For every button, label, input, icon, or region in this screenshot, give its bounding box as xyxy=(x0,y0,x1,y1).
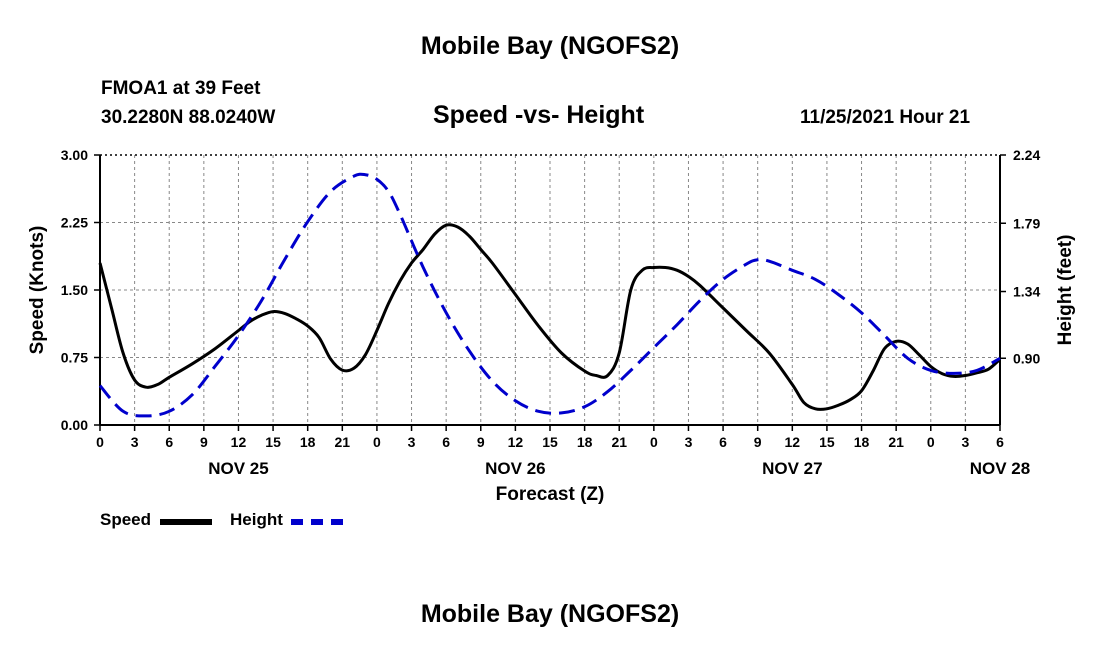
y2-tick-label: 2.24 xyxy=(1013,147,1040,163)
series-line-speed xyxy=(98,223,1001,411)
coordinates-label: 30.2280N 88.0240W xyxy=(101,107,276,128)
x-tick-label: 21 xyxy=(611,434,627,450)
y2-axis-title: Height (feet) xyxy=(1055,235,1076,346)
y-tick-label: 0.00 xyxy=(61,417,88,433)
y2-tick-label: 1.79 xyxy=(1013,215,1040,231)
chart-subtitle: Speed -vs- Height xyxy=(433,101,645,129)
x-tick-label: 9 xyxy=(754,434,762,450)
x-tick-label: 3 xyxy=(131,434,139,450)
x-tick-label: 15 xyxy=(542,434,558,450)
x-tick-label: 3 xyxy=(408,434,416,450)
station-label: FMOA1 at 39 Feet xyxy=(101,78,261,99)
y-tick-label: 3.00 xyxy=(61,147,88,163)
x-tick-label: 21 xyxy=(888,434,904,450)
y-axis-title: Speed (Knots) xyxy=(27,226,48,355)
series-line-height xyxy=(98,172,1001,418)
page-title: Mobile Bay (NGOFS2) xyxy=(420,32,680,60)
x-tick-label: 15 xyxy=(819,434,835,450)
x-tick-label: 12 xyxy=(231,434,247,450)
x-tick-label: 18 xyxy=(577,434,593,450)
forecast-timestamp: 11/25/2021 Hour 21 xyxy=(800,107,971,128)
x-axis-title: Forecast (Z) xyxy=(496,484,605,505)
x-tick-label: 18 xyxy=(854,434,870,450)
x-tick-label: 9 xyxy=(477,434,485,450)
legend-speed-label: Speed xyxy=(100,510,152,529)
x-tick-label: 0 xyxy=(373,434,381,450)
x-tick-label: 0 xyxy=(650,434,658,450)
x-tick-label: 12 xyxy=(785,434,801,450)
y2-tick-label: 1.34 xyxy=(1013,284,1040,300)
legend-height-swatch xyxy=(291,519,343,525)
y-tick-label: 2.25 xyxy=(61,215,88,231)
legend-height-label: Height xyxy=(230,510,283,529)
date-label: NOV 28 xyxy=(970,459,1030,478)
date-label: NOV 27 xyxy=(762,459,822,478)
x-tick-label: 21 xyxy=(335,434,351,450)
y-tick-label: 1.50 xyxy=(61,282,88,298)
x-tick-label: 6 xyxy=(719,434,727,450)
x-tick-label: 15 xyxy=(265,434,281,450)
page-title-bottom: Mobile Bay (NGOFS2) xyxy=(420,600,680,628)
x-tick-label: 6 xyxy=(165,434,173,450)
date-label: NOV 26 xyxy=(485,459,545,478)
y2-tick-label: 0.90 xyxy=(1013,350,1040,366)
x-tick-label: 18 xyxy=(300,434,316,450)
x-tick-label: 3 xyxy=(685,434,693,450)
date-label: NOV 25 xyxy=(208,459,268,478)
legend-speed-swatch xyxy=(160,519,212,525)
y-tick-label: 0.75 xyxy=(61,350,88,366)
x-tick-label: 6 xyxy=(442,434,450,450)
x-tick-label: 0 xyxy=(927,434,935,450)
x-tick-label: 6 xyxy=(996,434,1004,450)
x-tick-label: 9 xyxy=(200,434,208,450)
x-tick-label: 3 xyxy=(961,434,969,450)
x-tick-label: 0 xyxy=(96,434,104,450)
x-tick-label: 12 xyxy=(508,434,524,450)
